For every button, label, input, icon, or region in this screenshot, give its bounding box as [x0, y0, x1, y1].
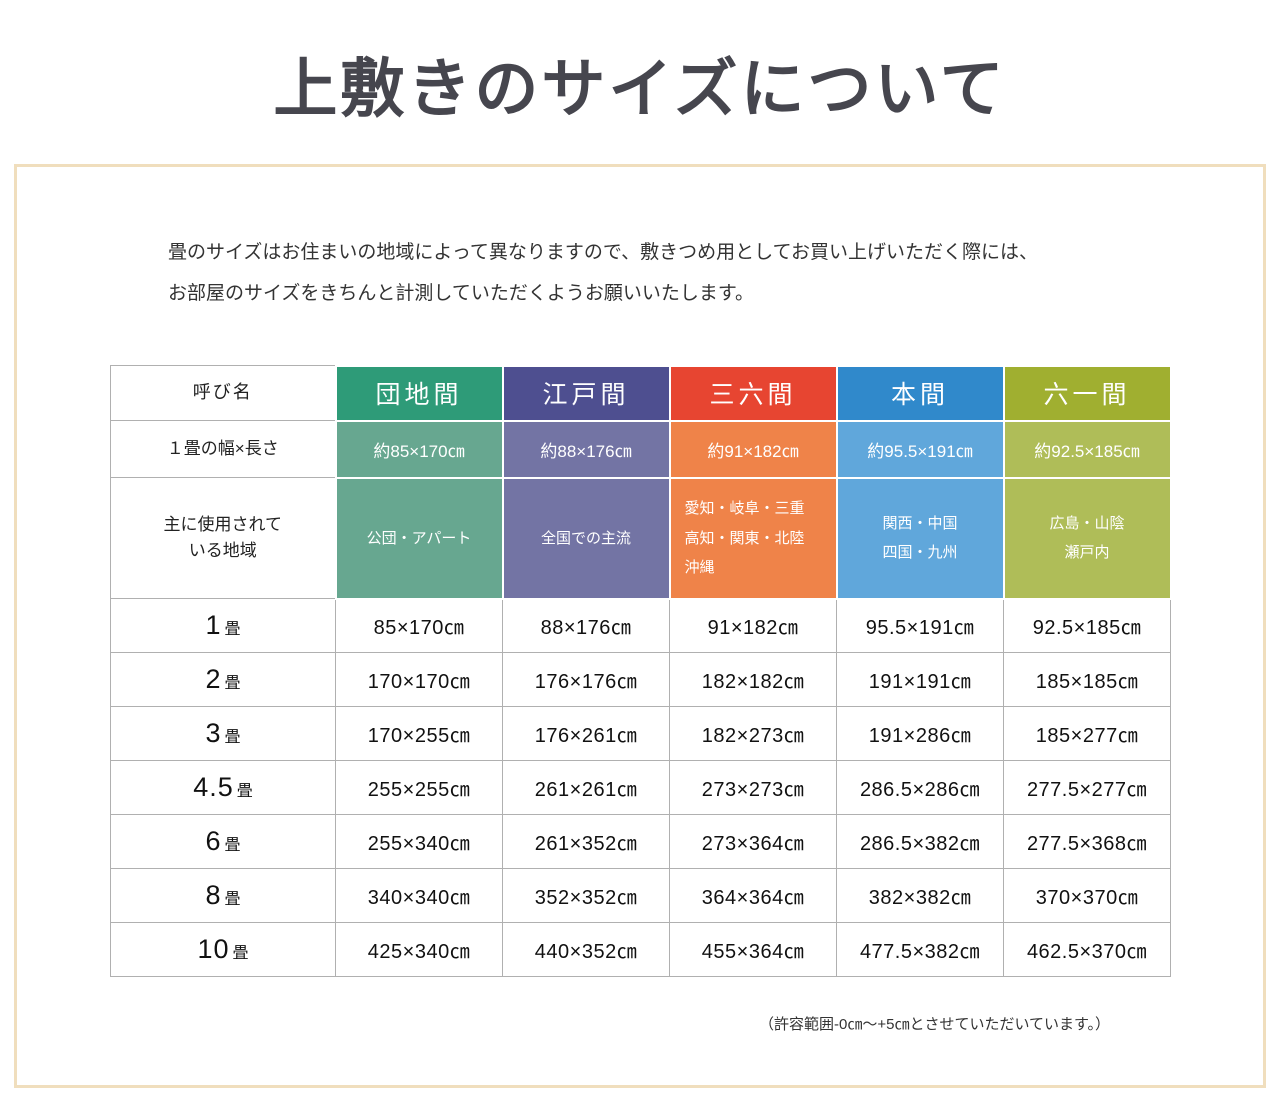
- size-cell: 277.5×277㎝: [1003, 760, 1171, 816]
- page-title: 上敷きのサイズについて: [273, 54, 1007, 125]
- size-cell: 170×255㎝: [335, 706, 503, 762]
- table-header-row: 呼び名 団地間 江戸間 三六間 本間 六一間: [110, 364, 1172, 422]
- size-cell: 425×340㎝: [335, 922, 503, 978]
- size-cell: 255×255㎝: [335, 760, 503, 816]
- size-cell: 370×370㎝: [1003, 868, 1171, 924]
- column-header-rokuichima: 六一間: [1002, 364, 1172, 422]
- size-cell: 477.5×382㎝: [836, 922, 1004, 978]
- size-cell: 191×286㎝: [836, 706, 1004, 762]
- size-cell: 277.5×368㎝: [1003, 814, 1171, 870]
- size-label: 4.5 畳: [110, 760, 336, 816]
- size-cell: 182×182㎝: [669, 652, 837, 708]
- size-cell: 286.5×286㎝: [836, 760, 1004, 816]
- unit-size-cell: 約95.5×191㎝: [835, 419, 1005, 479]
- size-cell: 273×364㎝: [669, 814, 837, 870]
- size-cell: 92.5×185㎝: [1003, 598, 1171, 654]
- region-header: 主に使用されて いる地域: [110, 477, 336, 600]
- unit-size-cell: 約85×170㎝: [334, 419, 504, 479]
- tatami-size-table: 呼び名 団地間 江戸間 三六間 本間 六一間 １畳の幅×長さ 約85×170㎝ …: [110, 364, 1172, 978]
- region-cell: 愛知・岐阜・三重 高知・関東・北陸 沖縄: [668, 476, 838, 600]
- size-cell: 440×352㎝: [502, 922, 670, 978]
- size-cell: 382×382㎝: [836, 868, 1004, 924]
- size-row: 4.5 畳 255×255㎝ 261×261㎝ 273×273㎝ 286.5×28…: [110, 760, 1171, 816]
- size-cell: 340×340㎝: [335, 868, 503, 924]
- size-cell: 88×176㎝: [502, 598, 670, 654]
- tolerance-note: （許容範囲-0㎝〜+5㎝とさせていただいています。）: [759, 1016, 1110, 1034]
- size-cell: 191×191㎝: [836, 652, 1004, 708]
- size-row: 10 畳 425×340㎝ 440×352㎝ 455×364㎝ 477.5×382…: [110, 922, 1171, 978]
- unit-size-cell: 約92.5×185㎝: [1002, 419, 1172, 479]
- column-header-edoma: 江戸間: [501, 364, 671, 422]
- size-cell: 170×170㎝: [335, 652, 503, 708]
- size-cell: 352×352㎝: [502, 868, 670, 924]
- size-cell: 95.5×191㎝: [836, 598, 1004, 654]
- unit-size-cell: 約91×182㎝: [668, 419, 838, 479]
- size-cell: 364×364㎝: [669, 868, 837, 924]
- size-cell: 255×340㎝: [335, 814, 503, 870]
- size-cell: 185×277㎝: [1003, 706, 1171, 762]
- size-cell: 85×170㎝: [335, 598, 503, 654]
- column-header-honma: 本間: [835, 364, 1005, 422]
- region-cell: 全国での主流: [501, 476, 671, 600]
- width-length-row: １畳の幅×長さ 約85×170㎝ 約88×176㎝ 約91×182㎝ 約95.5…: [110, 419, 1172, 479]
- size-cell: 261×352㎝: [502, 814, 670, 870]
- region-row: 主に使用されて いる地域 公団・アパート 全国での主流 愛知・岐阜・三重 高知・…: [110, 476, 1172, 600]
- panel-inner: 畳のサイズはお住まいの地域によって異なりますので、敷きつめ用としてお買い上げいた…: [110, 233, 1172, 1034]
- size-cell: 462.5×370㎝: [1003, 922, 1171, 978]
- column-header-sanrokuma: 三六間: [668, 364, 838, 422]
- size-cell: 176×176㎝: [502, 652, 670, 708]
- region-cell: 公団・アパート: [334, 476, 504, 600]
- corner-header: 呼び名: [110, 365, 336, 422]
- size-cell: 273×273㎝: [669, 760, 837, 816]
- region-cell: 広島・山陰 瀬戸内: [1002, 476, 1172, 600]
- size-cell: 185×185㎝: [1003, 652, 1171, 708]
- size-cell: 91×182㎝: [669, 598, 837, 654]
- width-length-header: １畳の幅×長さ: [110, 420, 336, 479]
- size-cell: 261×261㎝: [502, 760, 670, 816]
- unit-size-cell: 約88×176㎝: [501, 419, 671, 479]
- intro-text: 畳のサイズはお住まいの地域によって異なりますので、敷きつめ用としてお買い上げいた…: [168, 242, 1039, 304]
- size-cell: 176×261㎝: [502, 706, 670, 762]
- size-cell: 455×364㎝: [669, 922, 837, 978]
- content-panel: 畳のサイズはお住まいの地域によって異なりますので、敷きつめ用としてお買い上げいた…: [14, 164, 1266, 1088]
- column-header-danchima: 団地間: [334, 364, 504, 422]
- size-cell: 286.5×382㎝: [836, 814, 1004, 870]
- size-label: 10 畳: [110, 922, 336, 978]
- region-cell: 関西・中国 四国・九州: [835, 476, 1005, 600]
- size-cell: 182×273㎝: [669, 706, 837, 762]
